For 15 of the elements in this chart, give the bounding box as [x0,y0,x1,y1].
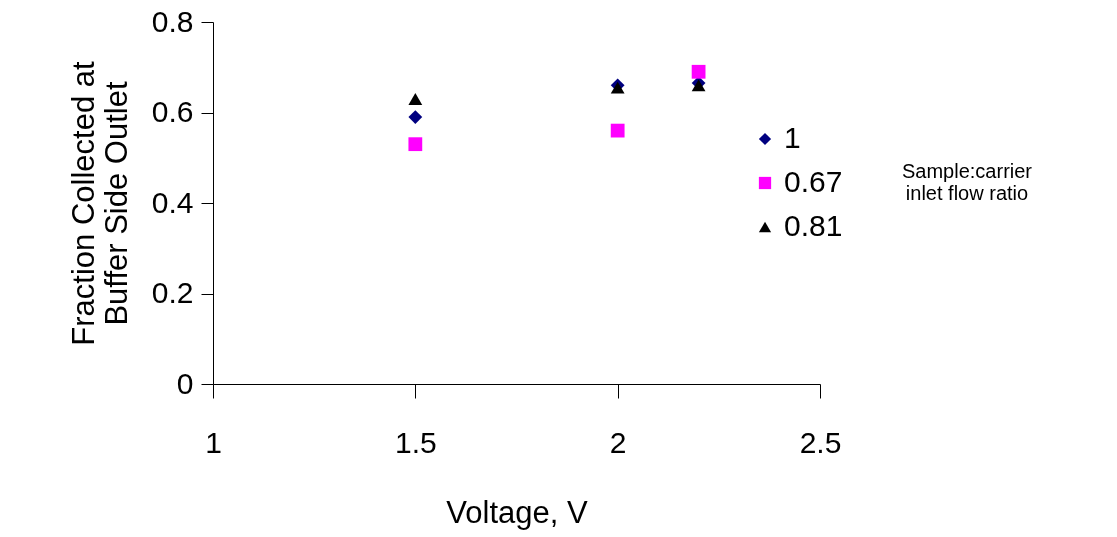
x-tick-label: 2.5 [799,425,842,459]
x-tick-label: 1 [205,425,222,459]
y-tick-label: 0.4 [151,185,194,219]
legend-title: Sample:carrier inlet flow ratio [901,160,1033,204]
y-tick-label: 0.6 [151,95,194,128]
x-tick-label: 2 [609,425,627,459]
x-axis-title: Voltage, V [446,494,588,530]
legend-label: 0.67 [784,165,843,198]
legend-label: 0.81 [784,209,843,242]
y-axis-title: Fraction Collected at Buffer Side Outlet [65,60,134,346]
y-tick-label: 0.2 [151,276,194,309]
x-tick-label: 1.5 [394,425,437,459]
y-tick-label: 0.8 [151,4,194,38]
y-tick-label: 0 [176,366,194,400]
legend-label: 1 [784,121,801,154]
